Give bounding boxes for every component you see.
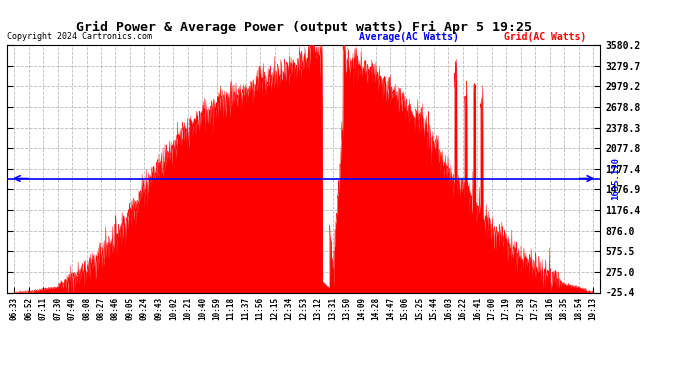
Text: Copyright 2024 Cartronics.com: Copyright 2024 Cartronics.com xyxy=(7,32,152,41)
Text: Grid Power & Average Power (output watts) Fri Apr 5 19:25: Grid Power & Average Power (output watts… xyxy=(76,21,531,34)
Text: 1635.110: 1635.110 xyxy=(611,157,620,200)
Text: Grid(AC Watts): Grid(AC Watts) xyxy=(504,32,586,42)
Text: Average(AC Watts): Average(AC Watts) xyxy=(359,32,459,42)
